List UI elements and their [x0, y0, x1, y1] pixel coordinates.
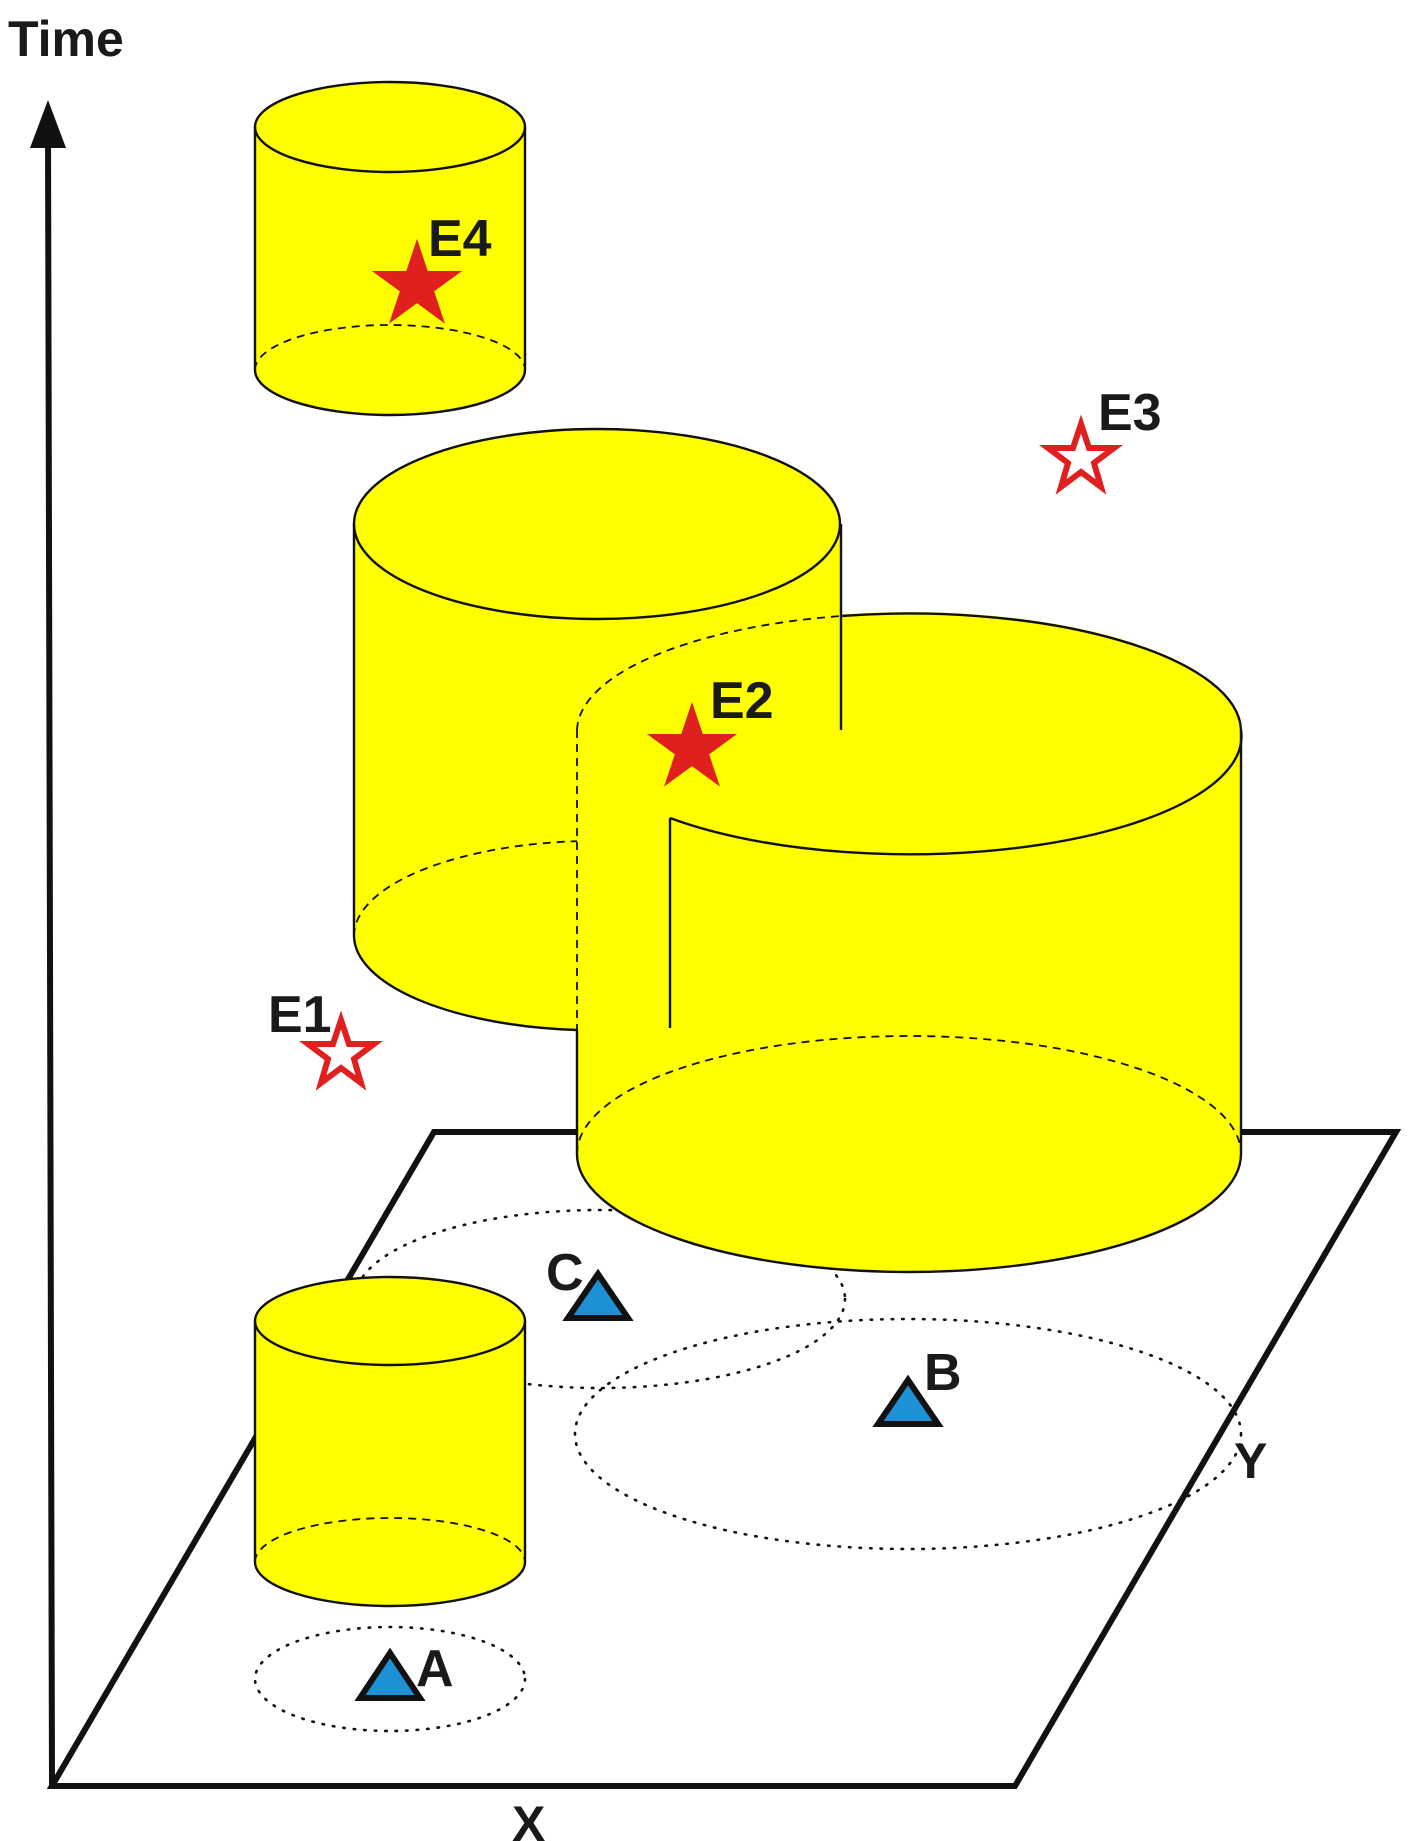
event-e1-star [299, 1010, 383, 1091]
station-a-triangle [354, 1647, 426, 1701]
station-b-triangle [872, 1374, 944, 1427]
x-axis-label: X [512, 1796, 545, 1841]
cylinder-top [253, 80, 527, 417]
y-axis-label: Y [1234, 1433, 1267, 1489]
event-e2: E2 [646, 672, 774, 787]
event-e2-star [646, 701, 738, 787]
station-c-triangle [562, 1268, 634, 1321]
cylinder-pair-outlines [352, 427, 1243, 1274]
coverage-circle-b [573, 1317, 1243, 1551]
station-c-label: C [546, 1244, 584, 1302]
event-e4: E4 [371, 210, 492, 324]
event-e2-label: E2 [710, 672, 774, 730]
station-a-label: A [416, 1640, 454, 1698]
event-e4-label: E4 [428, 210, 492, 268]
event-e3-star [1039, 414, 1123, 495]
time-axis [30, 100, 66, 1787]
event-e3-label: E3 [1098, 384, 1162, 442]
coverage-circle-c [353, 1208, 847, 1390]
time-axis-label: Time [8, 11, 124, 67]
cylinder-large-right [576, 612, 1242, 1272]
station-a: A [354, 1640, 454, 1701]
event-e1: E1 [268, 986, 383, 1091]
event-e1-label: E1 [268, 986, 332, 1044]
station-b-label: B [924, 1344, 962, 1402]
event-e4-star [371, 238, 463, 324]
event-e3: E3 [1039, 384, 1162, 495]
station-b: B [872, 1344, 962, 1427]
cylinder-station-a [253, 1275, 527, 1608]
coverage-circles [253, 1208, 1243, 1733]
coverage-circle-a [253, 1625, 527, 1733]
station-c: C [546, 1244, 634, 1321]
